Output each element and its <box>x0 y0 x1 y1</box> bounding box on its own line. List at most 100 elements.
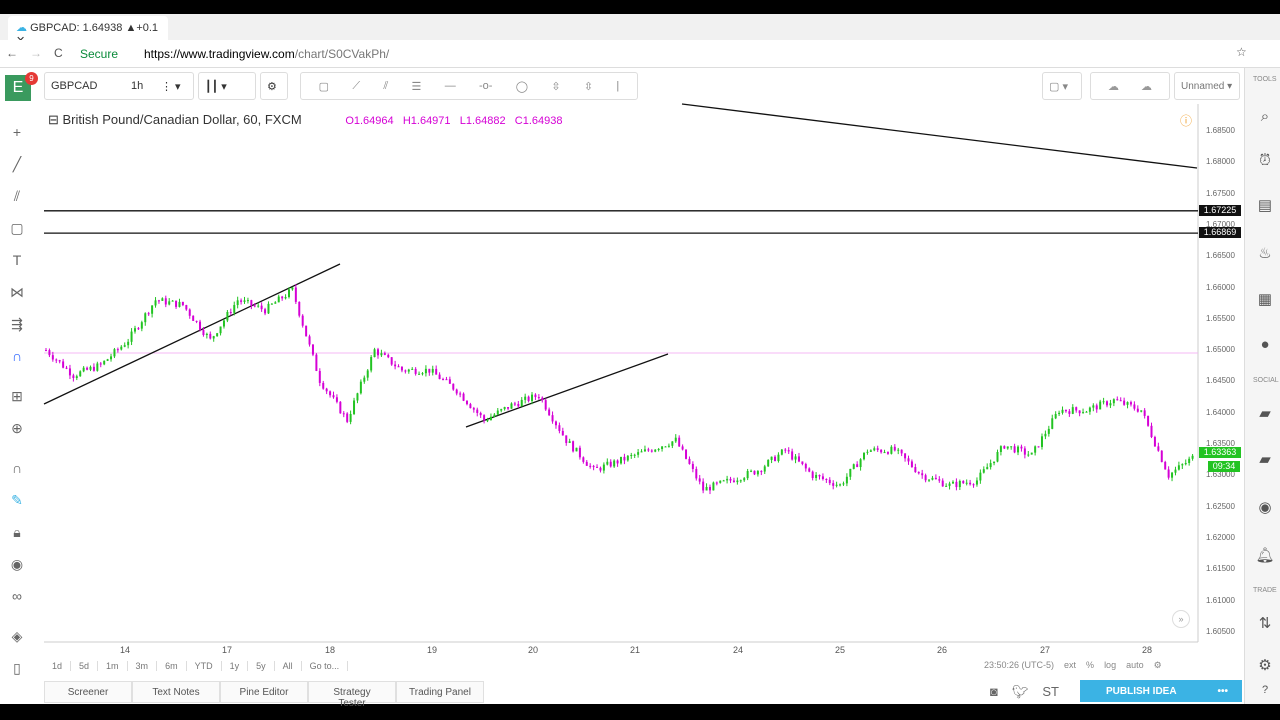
bottom-tab[interactable]: Pine Editor <box>220 681 308 703</box>
pitchfork-icon[interactable]: ⫽ <box>13 188 21 204</box>
text-icon[interactable]: T <box>12 252 22 268</box>
percent-toggle[interactable]: % <box>1086 660 1095 670</box>
candle-body <box>58 360 61 362</box>
settings-button[interactable]: ⚙ <box>260 72 288 100</box>
link-icon[interactable]: ∞ <box>12 588 22 604</box>
chart-type-button[interactable]: ┃┃ ▾ <box>198 72 256 100</box>
settings-gear-icon[interactable]: ⚙ <box>1258 657 1272 674</box>
ellipse-icon[interactable]: ◯ <box>515 80 529 93</box>
private-chats-icon[interactable]: ▰ <box>1259 451 1271 468</box>
rectangle-icon[interactable]: ▢ <box>318 80 330 93</box>
time-tick: 19 <box>427 645 438 655</box>
layers-icon[interactable]: ◈ <box>11 628 23 644</box>
long-position-icon[interactable]: ⇳ <box>551 80 561 93</box>
range-button[interactable]: YTD <box>187 661 222 671</box>
eye-icon[interactable]: ◉ <box>10 556 24 572</box>
watchlist-icon[interactable]: ⌕ <box>1260 108 1270 125</box>
range-button[interactable]: 1d <box>44 661 72 671</box>
range-button[interactable]: 5y <box>248 661 275 671</box>
range-button[interactable]: 1m <box>98 661 128 671</box>
bottom-tab[interactable]: Trading Panel <box>396 681 484 703</box>
symbol-input[interactable]: GBPCAD <box>51 80 98 92</box>
bottom-tab[interactable]: Text Notes <box>132 681 220 703</box>
candle-body <box>353 400 356 415</box>
layout-name[interactable]: Unnamed ▾ <box>1174 72 1240 100</box>
lock-icon[interactable]: 🔒︎ <box>13 524 21 540</box>
candle-body <box>1078 410 1081 414</box>
notifications-bell-icon[interactable]: 🔔︎ <box>1255 547 1275 564</box>
horizontal-ray-icon[interactable]: — <box>444 80 456 92</box>
cloud-save-icon[interactable]: ☁ <box>1141 80 1152 93</box>
axis-settings-icon[interactable]: ⚙ <box>1153 660 1162 670</box>
zoom-icon[interactable]: ⊕ <box>11 420 23 436</box>
candle-body <box>589 465 592 467</box>
log-toggle[interactable]: log <box>1104 660 1117 670</box>
stay-drawing-icon[interactable]: ✎ <box>11 492 23 508</box>
trend-line-icon[interactable]: ⟋ <box>352 79 361 92</box>
stocktwits-button[interactable]: ST <box>1042 684 1059 699</box>
hotlist-flame-icon[interactable]: ♨ <box>1258 245 1272 262</box>
warning-icon[interactable]: ⓘ <box>1180 114 1193 128</box>
alarm-clock-icon[interactable]: ⏰︎ <box>1259 152 1271 169</box>
publish-idea-button[interactable]: PUBLISH IDEA ••• <box>1080 680 1242 702</box>
range-button[interactable]: 6m <box>157 661 187 671</box>
symbol-search[interactable]: GBPCAD 1h ⋮ ▾ <box>44 72 194 100</box>
calendar-icon[interactable]: ▦ <box>1257 291 1273 308</box>
short-position-icon[interactable]: ⇳ <box>583 80 594 93</box>
candle-body <box>928 479 931 481</box>
prediction-icon[interactable]: ⇶ <box>11 316 23 332</box>
price-tick: 1.64000 <box>1206 407 1235 417</box>
magnet-icon[interactable]: ∩ <box>11 348 23 364</box>
interval-dropdown-icon[interactable]: ⋮ ▾ <box>161 80 181 93</box>
trend-line-icon[interactable]: ╱ <box>12 156 22 172</box>
candle-body <box>308 336 311 345</box>
candle-body <box>784 449 787 451</box>
reload-icon[interactable]: C <box>54 46 63 60</box>
avatar[interactable]: E <box>5 75 31 101</box>
candle-body <box>1188 458 1191 464</box>
range-button[interactable]: All <box>275 661 302 671</box>
auto-toggle[interactable]: auto <box>1126 660 1144 670</box>
camera-icon[interactable]: ◙ <box>990 684 998 699</box>
help-icon[interactable]: ? <box>1261 684 1269 696</box>
shapes-icon[interactable]: ▢ <box>10 220 24 236</box>
measure-icon[interactable]: ⊞ <box>11 388 23 404</box>
trading-panel-icon[interactable]: ⇅ <box>1258 615 1272 632</box>
browser-tab[interactable]: ☁ GBPCAD: 1.64938 ▲+0.1 ✕ <box>8 16 168 47</box>
chats-icon[interactable]: ▰ <box>1259 405 1271 422</box>
url-field[interactable]: https://www.tradingview.com/chart/S0CVak… <box>144 47 389 61</box>
ideas-bulb-icon[interactable]: ● <box>1260 336 1270 353</box>
ext-toggle[interactable]: ext <box>1064 660 1077 670</box>
back-icon[interactable]: ← <box>6 46 18 60</box>
fib-icon[interactable]: ☰ <box>411 80 422 93</box>
scroll-to-realtime-icon[interactable]: » <box>1172 610 1190 628</box>
bottom-tab[interactable]: Strategy Tester <box>308 681 396 709</box>
series-title[interactable]: British Pound/Canadian Dollar, 60, FXCM <box>62 112 302 127</box>
vertical-line-icon[interactable]: | <box>616 80 620 92</box>
bottom-tab[interactable]: Screener <box>44 681 132 703</box>
color-button[interactable]: ▢ ▾ <box>1042 72 1082 100</box>
patterns-icon[interactable]: ⋈ <box>10 284 24 300</box>
horizontal-line-icon[interactable]: -o- <box>479 80 493 92</box>
twitter-icon[interactable]: 🐦︎ <box>1011 684 1029 699</box>
range-button[interactable]: Go to... <box>302 661 349 671</box>
candle-body <box>404 370 407 372</box>
more-options-button[interactable]: ••• <box>1217 685 1228 697</box>
forward-icon[interactable]: → <box>30 46 42 60</box>
trash-icon[interactable]: ▯ <box>13 660 21 676</box>
candles-icon: ┃┃ ▾ <box>205 80 227 93</box>
cloud-load-icon[interactable]: ☁ <box>1108 80 1119 93</box>
collapse-icon[interactable]: ⊟ <box>48 112 63 127</box>
range-button[interactable]: 1y <box>222 661 249 671</box>
magnet-mode-icon[interactable]: ∩ <box>11 460 23 476</box>
range-button[interactable]: 5d <box>71 661 99 671</box>
parallel-channel-icon[interactable]: ⫽ <box>383 79 389 92</box>
range-button[interactable]: 3m <box>128 661 158 671</box>
interval-button[interactable]: 1h <box>131 80 144 92</box>
cursor-icon[interactable]: + <box>12 124 22 140</box>
streams-icon[interactable]: ◉ <box>1258 499 1272 516</box>
price-tick: 1.68500 <box>1206 126 1235 135</box>
news-icon[interactable]: ▤ <box>1257 197 1273 214</box>
bookmark-star-icon[interactable]: ☆ <box>1236 45 1247 59</box>
